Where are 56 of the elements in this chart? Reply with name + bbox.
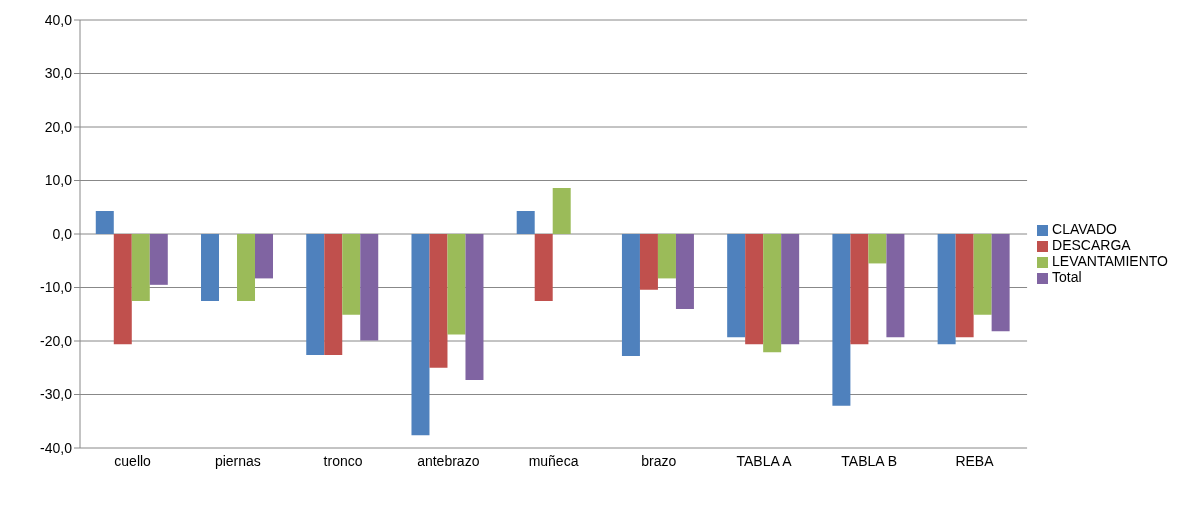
bar [973, 234, 992, 315]
y-tick-label: 40,0 [44, 11, 73, 28]
x-tick-label: antebrazo [417, 452, 480, 469]
bar [850, 234, 869, 345]
bar [745, 234, 764, 345]
x-tick-label: REBA [955, 452, 995, 469]
legend-label: CLAVADO [1052, 221, 1117, 237]
y-tick-label: 10,0 [44, 172, 73, 189]
bar [832, 234, 851, 406]
bar [781, 234, 800, 345]
y-tick-label: 20,0 [44, 118, 73, 135]
bar [342, 234, 361, 315]
bar [237, 234, 256, 301]
bar [516, 211, 535, 234]
x-tick-label: brazo [641, 452, 677, 469]
x-tick-label: piernas [214, 452, 261, 469]
bar [360, 234, 379, 341]
bar [447, 234, 466, 335]
bar [991, 234, 1010, 332]
bar [552, 187, 571, 234]
y-tick-label: -20,0 [40, 332, 73, 349]
y-tick-label: -10,0 [40, 279, 73, 296]
y-tick-label: -30,0 [40, 386, 73, 403]
bar [131, 234, 150, 301]
bar [937, 234, 956, 345]
x-tick-label: TABLA A [736, 452, 793, 469]
legend-label: DESCARGA [1052, 237, 1131, 253]
bar [306, 234, 325, 355]
y-tick-label: 0,0 [52, 225, 73, 242]
legend-label: LEVANTAMIENTO [1052, 253, 1168, 269]
bar [324, 234, 343, 355]
bar [429, 234, 448, 368]
bar [727, 234, 746, 338]
x-tick-label: tronco [323, 452, 363, 469]
x-tick-label: TABLA B [841, 452, 898, 469]
bar [113, 234, 132, 345]
bar [763, 234, 782, 353]
x-tick-label: cuello [114, 452, 152, 469]
x-tick-label: muñeca [528, 452, 579, 469]
legend-label: Total [1052, 269, 1082, 285]
bar [465, 234, 484, 381]
bar [868, 234, 887, 264]
bar [675, 234, 694, 309]
bar [534, 234, 553, 301]
bar [621, 234, 640, 356]
bar [411, 234, 430, 436]
bar [201, 234, 220, 301]
bar [95, 211, 114, 234]
bar [886, 234, 905, 338]
bar [657, 234, 676, 279]
y-tick-label: 30,0 [44, 65, 73, 82]
bar [149, 234, 168, 285]
bar [255, 234, 274, 279]
bar [639, 234, 658, 290]
y-tick-label: -40,0 [40, 439, 73, 456]
bar [955, 234, 974, 338]
